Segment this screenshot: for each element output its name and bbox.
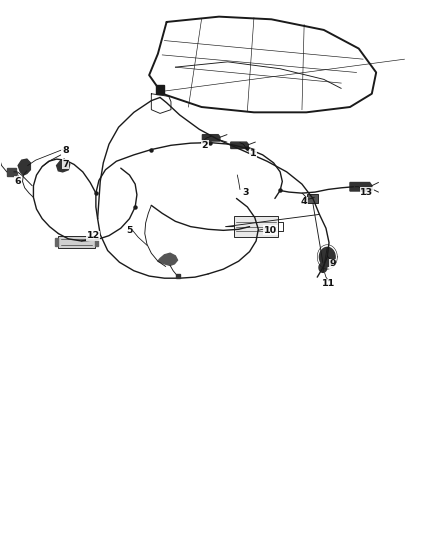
Polygon shape xyxy=(350,182,372,191)
Text: 13: 13 xyxy=(360,188,373,197)
Polygon shape xyxy=(95,238,98,246)
Polygon shape xyxy=(55,238,58,246)
Text: 10: 10 xyxy=(264,226,277,235)
Text: 5: 5 xyxy=(126,226,133,235)
Polygon shape xyxy=(202,135,220,141)
Text: 12: 12 xyxy=(87,231,100,240)
Bar xyxy=(58,236,95,248)
Text: 11: 11 xyxy=(322,279,336,288)
Polygon shape xyxy=(18,159,30,175)
Polygon shape xyxy=(319,247,335,266)
Text: 3: 3 xyxy=(242,188,248,197)
Polygon shape xyxy=(319,263,327,272)
Bar xyxy=(307,193,318,203)
Polygon shape xyxy=(231,142,248,149)
Polygon shape xyxy=(158,253,177,265)
Text: 6: 6 xyxy=(14,177,21,186)
Text: 7: 7 xyxy=(62,160,69,169)
Text: 8: 8 xyxy=(62,146,69,155)
Text: 9: 9 xyxy=(329,260,336,268)
Polygon shape xyxy=(7,168,16,175)
Text: 4: 4 xyxy=(301,197,307,206)
Text: 1: 1 xyxy=(250,149,256,158)
Polygon shape xyxy=(57,160,70,172)
Text: 2: 2 xyxy=(202,141,208,150)
Bar xyxy=(234,216,278,237)
Polygon shape xyxy=(155,85,164,94)
